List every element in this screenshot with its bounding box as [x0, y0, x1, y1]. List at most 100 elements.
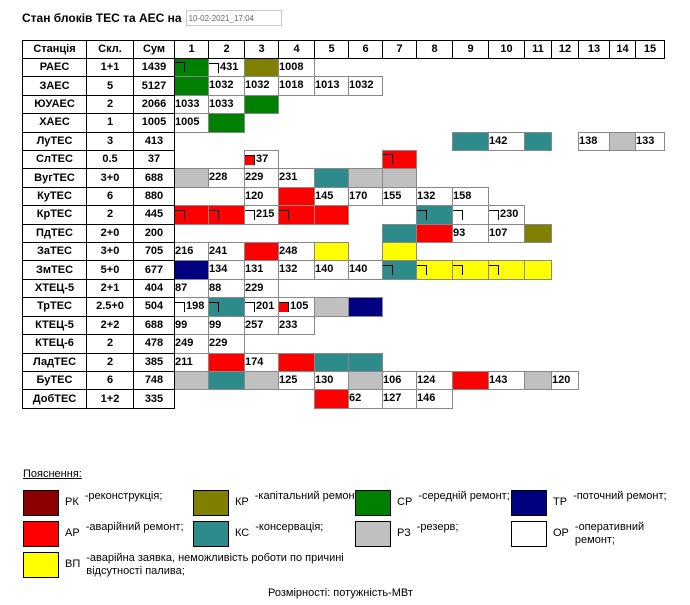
unit-power: 1005 [175, 116, 200, 129]
unit-cell [610, 335, 636, 353]
unit-cell [417, 77, 453, 95]
legend-item: ТР -поточний ремонт; [511, 490, 681, 516]
column-header: Скл. [86, 40, 134, 59]
unit-cell [636, 224, 665, 242]
station-composition: 3+0 [86, 168, 134, 188]
unit-cell [579, 353, 610, 371]
unit-cell [417, 169, 453, 187]
unit-cell: 131 [244, 260, 279, 280]
unit-cell [489, 77, 525, 95]
unit-cell [579, 316, 610, 334]
legend-description: -капітальний ремонт; [254, 490, 363, 502]
station-composition: 5+0 [86, 260, 134, 280]
unit-power: 37 [256, 153, 269, 166]
unit-cell: 257 [244, 315, 279, 336]
station-composition: 6 [86, 370, 134, 391]
unit-power: 130 [315, 373, 334, 386]
unit-cell: 1013 [314, 76, 349, 96]
unit-power: 230 [500, 208, 519, 221]
unit-cell [552, 95, 579, 113]
unit-cell [579, 77, 610, 95]
station-sum: 445 [133, 205, 175, 225]
legend-description: -реконструкція; [84, 490, 163, 502]
unit-cell: 249 [174, 334, 209, 354]
unit-cell [610, 59, 636, 77]
unit-cell [453, 353, 489, 371]
unit-power: 62 [349, 392, 362, 405]
unit-marker [417, 209, 427, 220]
unit-cell [579, 298, 610, 316]
table-row: ХАЕС 1 1005 1005 [22, 113, 665, 133]
unit-cell [525, 169, 552, 187]
unit-cell: 37 [244, 150, 279, 170]
unit-cell [382, 242, 417, 262]
unit-cell: 62 [348, 389, 383, 409]
station-name: ЛадТЕС [22, 352, 87, 372]
station-name: ДобТЕС [22, 389, 87, 409]
unit-cell [314, 389, 349, 409]
unit-cell [417, 279, 453, 297]
unit-marker [175, 209, 185, 220]
unit-cell: 174 [244, 352, 279, 372]
unit-cell [174, 260, 209, 280]
unit-cell: 431 [208, 57, 245, 78]
unit-cell: 124 [416, 370, 453, 391]
unit-cell [525, 187, 552, 205]
unit-cell [610, 298, 636, 316]
table-row: ХТЕЦ-5 2+1 404 87 88 229 [22, 278, 665, 299]
unit-power: 248 [279, 245, 298, 258]
unit-cell [417, 59, 453, 77]
unit-cell [453, 298, 489, 316]
unit-cell [636, 390, 665, 408]
unit-cell [383, 298, 417, 316]
station-name: РАЕС [22, 57, 87, 78]
table-row: КТЕЦ-5 2+2 688 99 99 257 233 [22, 315, 665, 336]
legend-code: ТР [553, 496, 568, 508]
unit-marker [383, 264, 393, 275]
unit-cell [315, 279, 349, 297]
unit-cell [552, 335, 579, 353]
station-name: ВугТЕС [22, 168, 87, 188]
table-row: ЛадТЕС 2 385 211 174 [22, 352, 665, 372]
unit-marker [209, 62, 219, 73]
unit-cell [489, 279, 525, 297]
unit-cell [610, 95, 636, 113]
station-name: ТрТЕС [22, 297, 87, 317]
unit-cell [349, 279, 383, 297]
unit-marker [175, 62, 185, 73]
unit-cell: 216 [174, 242, 209, 262]
unit-cell [208, 205, 245, 225]
unit-cell [610, 279, 636, 297]
legend-item: КР -капітальний ремонт; [193, 490, 363, 516]
station-composition: 2.5+0 [86, 297, 134, 317]
unit-cell [552, 243, 579, 261]
table-header-row: Станція Скл. Сум 1 2 3 4 5 6 7 8 9 10 11 12 13 14 15 [22, 40, 665, 59]
unit-cell [453, 316, 489, 334]
legend-swatch [23, 521, 59, 547]
unit-cell [636, 335, 665, 353]
unit-cell: 142 [488, 131, 525, 152]
date-input[interactable] [185, 10, 282, 26]
unit-power: 133 [636, 134, 655, 147]
table-row: ПдТЕС 2+0 200 93 107 [22, 223, 665, 244]
unit-power: 170 [349, 189, 368, 202]
unit-cell [610, 151, 636, 169]
unit-cell [489, 316, 525, 334]
unit-cell: 155 [382, 186, 417, 207]
unit-power: 124 [417, 373, 436, 386]
unit-cell [349, 95, 383, 113]
unit-cell: 140 [348, 260, 383, 280]
unit-cell [579, 371, 610, 389]
unit-cell: 201 [244, 297, 279, 317]
unit-cell [552, 261, 579, 279]
unit-cell [525, 151, 552, 169]
unit-cell [452, 131, 489, 152]
unit-power: 99 [209, 318, 222, 331]
unit-cell [524, 223, 552, 244]
unit-cell [579, 243, 610, 261]
unit-cell [610, 224, 636, 242]
unit-cell [383, 132, 417, 150]
unit-cell [175, 187, 209, 205]
table-row: ДобТЕС 1+2 335 62 127 146 [22, 389, 665, 409]
station-composition: 2+0 [86, 223, 134, 244]
